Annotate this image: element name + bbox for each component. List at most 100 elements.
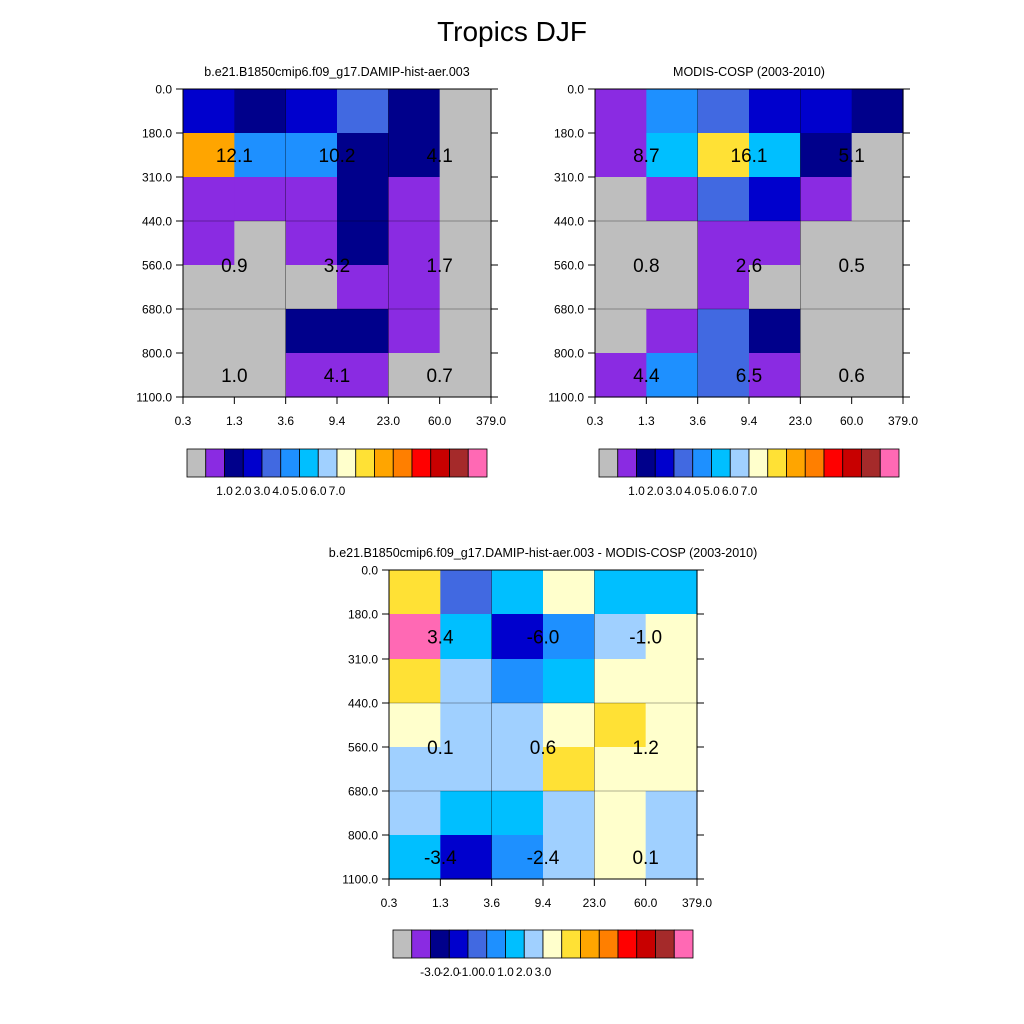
y-tick-label: 0.0 <box>155 83 172 97</box>
colorbar-swatch <box>729 448 750 478</box>
data-label: 0.9 <box>221 256 247 277</box>
panel-title: b.e21.B1850cmip6.f09_g17.DAMIP-hist-aer.… <box>329 546 757 560</box>
heatmap-cell <box>285 89 338 134</box>
data-label: 0.6 <box>838 366 864 387</box>
heatmap-cell <box>491 747 544 792</box>
heatmap-cell <box>594 703 647 748</box>
data-label: 4.1 <box>324 366 350 387</box>
colorbar-swatch <box>430 448 450 478</box>
heatmap-cell <box>439 353 492 398</box>
heatmap-cell <box>388 89 441 134</box>
data-label: 10.2 <box>319 146 356 167</box>
heatmap-cell <box>697 133 750 178</box>
x-tick-label: 23.0 <box>377 414 401 428</box>
y-tick-label: 180.0 <box>348 608 378 622</box>
colorbar-swatch <box>636 929 656 959</box>
x-tick-label: 23.0 <box>583 896 607 910</box>
y-tick-label: 1100.0 <box>548 391 584 405</box>
heatmap-cell <box>285 309 338 354</box>
heatmap-cell <box>543 570 595 615</box>
heatmap-cell <box>234 89 287 134</box>
data-label: 5.1 <box>838 146 864 167</box>
heatmap-cell <box>595 177 647 222</box>
colorbar-swatch <box>842 448 862 478</box>
colorbar-label: 4.0 <box>684 484 701 498</box>
y-tick-label: 310.0 <box>142 171 172 185</box>
y-tick-label: 440.0 <box>142 215 172 229</box>
heatmap-cell <box>285 133 338 178</box>
colorbar-label: 3.0 <box>535 965 552 979</box>
y-tick-label: 560.0 <box>348 741 378 755</box>
heatmap-cell <box>183 309 235 354</box>
colorbar-swatch <box>392 448 413 478</box>
heatmap-cell <box>645 791 698 836</box>
heatmap-cell <box>594 659 647 704</box>
colorbar-label: 7.0 <box>329 484 346 498</box>
heatmap-cell <box>749 177 801 222</box>
heatmap-cell <box>183 265 235 310</box>
heatmap-cell <box>851 133 904 178</box>
colorbar-swatch <box>299 448 319 478</box>
colorbar-swatch <box>486 929 506 959</box>
data-label: 0.1 <box>427 738 453 759</box>
heatmap-cell <box>285 353 338 398</box>
x-tick-label: 9.4 <box>535 896 552 910</box>
heatmap-cell <box>645 703 698 748</box>
heatmap-cell <box>646 265 699 310</box>
colorbar-label: 1.0 <box>497 965 514 979</box>
data-label: 12.1 <box>216 146 253 167</box>
colorbar-label: 6.0 <box>722 484 739 498</box>
colorbar-swatch <box>786 448 806 478</box>
y-tick-label: 310.0 <box>554 171 584 185</box>
colorbar-swatch <box>317 448 338 478</box>
colorbar-swatch <box>336 448 357 478</box>
heatmap-cell <box>440 747 493 792</box>
data-label: 4.1 <box>426 146 452 167</box>
colorbar-label: 1.0 <box>628 484 645 498</box>
colorbar-label: 5.0 <box>291 484 308 498</box>
heatmap-cell <box>697 221 750 266</box>
heatmap-cell <box>337 221 389 266</box>
data-label: 1.2 <box>632 738 658 759</box>
x-tick-label: 60.0 <box>840 414 864 428</box>
colorbar-swatch <box>617 929 638 959</box>
heatmap-cell <box>800 265 853 310</box>
y-tick-label: 800.0 <box>142 347 172 361</box>
heatmap-cell <box>337 265 389 310</box>
heatmap-cell <box>439 133 492 178</box>
heatmap-cell <box>697 309 750 354</box>
data-label: 0.7 <box>426 366 452 387</box>
heatmap-cell <box>645 835 698 880</box>
heatmap-cell <box>389 570 441 615</box>
heatmap-cell <box>851 309 904 354</box>
colorbar-swatch <box>598 929 619 959</box>
chart-panel-3: b.e21.B1850cmip6.f09_g17.DAMIP-hist-aer.… <box>329 546 757 979</box>
colorbar-label: 0.0 <box>478 965 495 979</box>
data-label: -2.4 <box>527 848 560 869</box>
y-tick-label: 180.0 <box>142 127 172 141</box>
heatmap-cell <box>749 353 801 398</box>
y-tick-label: 800.0 <box>348 829 378 843</box>
heatmap-cell <box>234 133 287 178</box>
heatmap-cell <box>851 177 904 222</box>
heatmap-cell <box>183 353 235 398</box>
heatmap-cell <box>337 133 389 178</box>
heatmap-cell <box>337 177 389 222</box>
heatmap-cell <box>646 353 699 398</box>
colorbar-swatch <box>261 448 282 478</box>
colorbar-swatch <box>655 929 675 959</box>
heatmap-cell <box>800 221 853 266</box>
colorbar-label: 2.0 <box>647 484 664 498</box>
heatmap-cell <box>389 614 441 660</box>
heatmap-cell <box>234 221 287 266</box>
x-tick-label: 1.3 <box>638 414 655 428</box>
heatmap-cell <box>594 747 647 792</box>
heatmap-cell <box>749 265 801 310</box>
x-tick-label: 60.0 <box>634 896 658 910</box>
x-tick-label: 0.3 <box>587 414 604 428</box>
heatmap-cell <box>285 221 338 266</box>
heatmap-cell <box>388 177 441 222</box>
colorbar-swatch <box>823 448 844 478</box>
heatmap-cell <box>388 221 441 266</box>
heatmap-cell <box>851 265 904 310</box>
